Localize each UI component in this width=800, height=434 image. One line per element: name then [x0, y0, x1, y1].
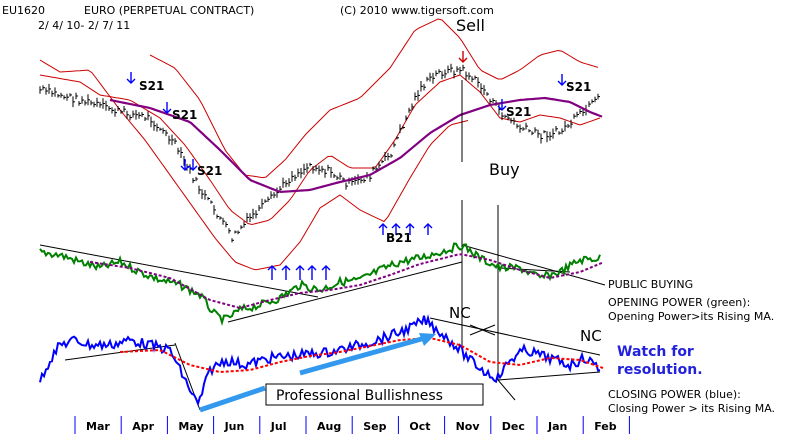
closing-power-panel — [39, 314, 604, 413]
cp-trendline-5 — [497, 379, 516, 401]
inner-band — [39, 74, 601, 226]
sell-arrow-5 — [497, 99, 507, 111]
s21-label-4: S21 — [506, 105, 531, 119]
prof-arrow-right — [299, 335, 426, 376]
x-tick-label-apr: Apr — [132, 420, 154, 433]
chart-title: EURO (PERPETUAL CONTRACT) — [84, 4, 254, 17]
chart-copyright: (C) 2010 www.tigersoft.com — [340, 4, 494, 17]
op-trendline-2 — [227, 261, 463, 323]
buy-arrow-1 — [378, 223, 388, 235]
cp-trendline-4 — [497, 371, 601, 381]
op-trendline-4 — [499, 267, 571, 273]
buy-arrow-2 — [391, 223, 401, 235]
sell-label: Sell — [456, 16, 485, 35]
s21-label-5: S21 — [566, 80, 591, 94]
x-tick-label-sep: Sep — [363, 420, 386, 433]
sell-arrow-4 — [188, 159, 198, 171]
upper-band — [149, 18, 599, 179]
closing-power-line — [39, 314, 601, 407]
sell-signal-arrow — [458, 51, 468, 63]
lower-band — [39, 59, 469, 271]
prof-arrow-left — [199, 385, 266, 413]
sell-arrow-2 — [162, 102, 172, 114]
signal-vertical-lines — [461, 80, 499, 380]
opening-power-ma — [89, 253, 604, 310]
op-trendline-1 — [39, 244, 319, 298]
professional-bullishness-label: Professional Bullishness — [276, 388, 443, 404]
closing-power-ma — [119, 337, 604, 373]
price-panel — [39, 18, 603, 271]
op-buy-arrow-3 — [295, 265, 305, 280]
chart-symbol: EU1620 — [2, 4, 45, 17]
cp-trendline-3 — [429, 317, 601, 356]
x-tick-label-jan: Jan — [547, 420, 567, 433]
opening-power-title: OPENING POWER (green): — [608, 296, 750, 309]
price-moving-average — [109, 96, 603, 194]
op-trendline-3 — [461, 244, 606, 286]
professional-bullishness-arrow — [199, 333, 436, 413]
x-tick-label-may: May — [178, 420, 203, 433]
x-tick-label-nov: Nov — [456, 420, 481, 433]
op-buy-arrow-5 — [321, 265, 331, 280]
opening-power-panel — [39, 242, 606, 327]
prof-arrow-head — [419, 333, 436, 346]
nc-label-left: NC — [449, 304, 471, 322]
x-tick-label-jun: Jun — [224, 420, 245, 433]
x-tick-label-jul: Jul — [270, 420, 287, 433]
nc-label-right: NC — [580, 327, 602, 345]
signal-arrows — [126, 51, 567, 235]
price-bars — [39, 63, 600, 243]
s21-label-1: S21 — [139, 79, 164, 93]
op-buy-arrow-4 — [307, 265, 317, 280]
s21-label-2: S21 — [172, 108, 197, 122]
buy-arrow-3 — [405, 223, 415, 235]
x-tick-label-mar: Mar — [86, 420, 110, 433]
x-tick-label-dec: Dec — [502, 420, 525, 433]
x-tick-label-aug: Aug — [317, 420, 341, 433]
x-tick-label-oct: Oct — [409, 420, 430, 433]
chart-date-range: 2/ 4/ 10- 2/ 7/ 11 — [38, 19, 130, 32]
professional-bullishness-box — [265, 383, 484, 406]
opening-power-arrows — [267, 265, 331, 280]
buy-arrow-4 — [423, 223, 433, 235]
x-tick-label-feb: Feb — [594, 420, 617, 433]
op-buy-arrow-2 — [281, 265, 291, 280]
watch-for-label: Watch for — [617, 344, 694, 360]
resolution-label: resolution. — [617, 362, 703, 378]
buy-label: Buy — [489, 160, 520, 179]
closing-power-desc: Closing Power > its Rising MA. — [608, 402, 775, 415]
cp-trendline-1 — [64, 344, 176, 361]
x-axis: Mar Apr May Jun Jul Aug Sep Oct Nov Dec Jan Feb — [74, 416, 630, 434]
sell-arrow-1 — [126, 72, 136, 84]
opening-power-trendlines — [39, 244, 606, 323]
closing-power-title: CLOSING POWER (blue): — [608, 388, 741, 401]
s21-label-3: S21 — [197, 164, 222, 178]
nc-cross-2 — [469, 324, 496, 336]
b21-label: B21 — [386, 231, 412, 245]
closing-power-trendlines — [64, 317, 601, 411]
op-buy-arrow-1 — [267, 265, 277, 280]
sell-arrow-6 — [557, 74, 567, 86]
public-buying-label: PUBLIC BUYING — [608, 278, 693, 291]
sell-arrow-3 — [180, 159, 190, 171]
opening-power-line — [39, 242, 601, 327]
opening-power-desc: Opening Power>its Rising MA. — [608, 310, 774, 323]
